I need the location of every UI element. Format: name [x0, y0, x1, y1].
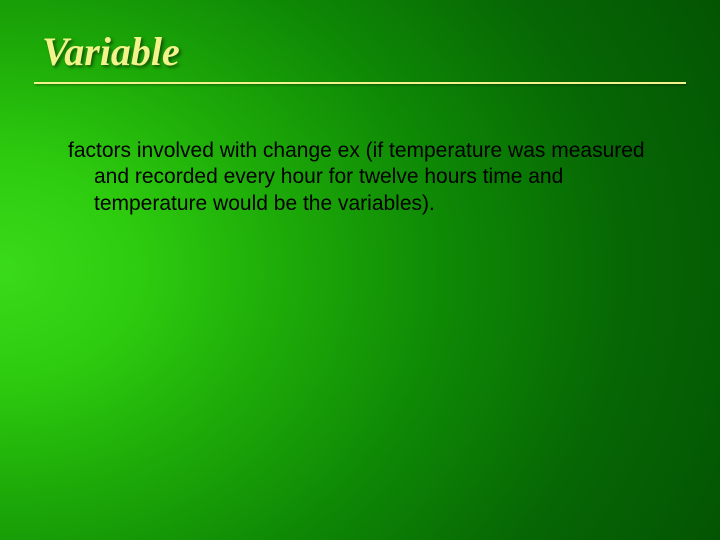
slide-container: Variable factors involved with change ex…: [0, 0, 720, 540]
body-paragraph: factors involved with change ex (if temp…: [68, 138, 648, 217]
slide-title: Variable: [42, 28, 180, 75]
slide-body: factors involved with change ex (if temp…: [68, 138, 648, 217]
title-underline: [34, 82, 686, 84]
